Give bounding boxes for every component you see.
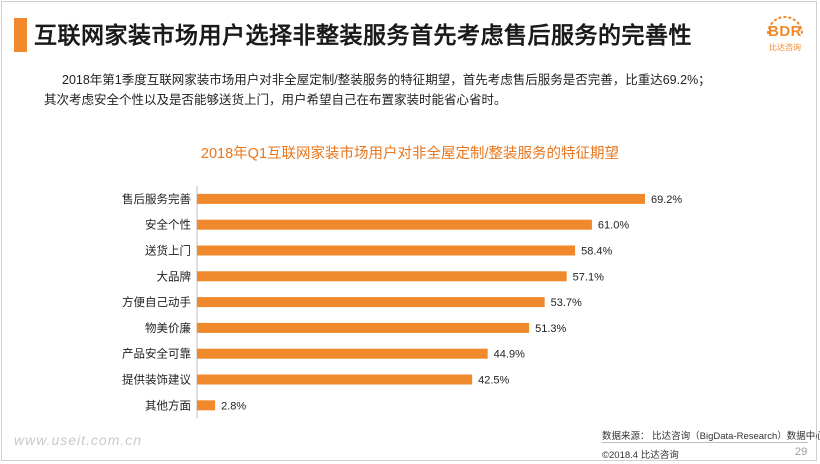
bar: [197, 322, 530, 333]
footer-divider: [602, 442, 808, 443]
data-label: 58.4%: [581, 246, 612, 258]
tick-label: 方便自己动手: [122, 295, 191, 309]
tick-label: 物美价廉: [145, 321, 191, 335]
summary-line-2: 其次考虑安全个性以及是否能够送货上门，用户希望自己在布置家装时能省心省时。: [44, 93, 507, 107]
logo-subtext: 比达咨询: [769, 43, 801, 52]
bar: [197, 374, 473, 385]
bar: [197, 348, 488, 359]
data-source: 数据来源： 比达咨询（BigData-Research）数据中心: [602, 431, 820, 442]
bar: [197, 245, 576, 256]
tick-label: 产品安全可靠: [122, 347, 191, 361]
watermark: www.useit.com.cn: [14, 432, 143, 448]
data-label: 51.3%: [535, 323, 566, 335]
logo-ring-icon: [767, 16, 803, 35]
bar: [197, 297, 545, 308]
chart-title: 2018年Q1互联网家装市场用户对非全屋定制/整装服务的特征期望: [200, 146, 620, 162]
data-label: 69.2%: [651, 194, 682, 206]
title-accent-bar: [14, 18, 27, 52]
bdr-logo: BDR 比达咨询: [760, 12, 810, 52]
data-label: 44.9%: [494, 349, 525, 361]
page-title: 互联网家装市场用户选择非整装服务首先考虑售后服务的完善性: [34, 22, 692, 48]
tick-label: 大品牌: [157, 269, 192, 283]
tick-label: 送货上门: [145, 244, 191, 258]
tick-label: 安全个性: [145, 218, 191, 232]
logo-text: BDR: [768, 23, 802, 40]
copyright: ©2018.4 比达咨询: [602, 450, 679, 461]
tick-label: 提供装饰建议: [122, 373, 191, 387]
page-number: 29: [795, 446, 808, 458]
data-label: 2.8%: [221, 400, 246, 412]
summary-line-1: 2018年第1季度互联网家装市场用户对非全屋定制/整装服务的特征期望，首先考虑售…: [62, 73, 711, 87]
summary-text: 2018年第1季度互联网家装市场用户对非全屋定制/整装服务的特征期望，首先考虑售…: [44, 70, 784, 110]
bar: [197, 271, 567, 282]
tick-label: 售后服务完善: [122, 192, 191, 206]
data-label: 53.7%: [551, 297, 582, 309]
tick-label: 其他方面: [145, 398, 191, 412]
bar: [197, 193, 645, 204]
data-label: 61.0%: [598, 220, 629, 232]
bar: [197, 400, 216, 411]
data-label: 42.5%: [478, 375, 509, 387]
data-label: 57.1%: [573, 271, 604, 283]
bar: [197, 219, 592, 230]
